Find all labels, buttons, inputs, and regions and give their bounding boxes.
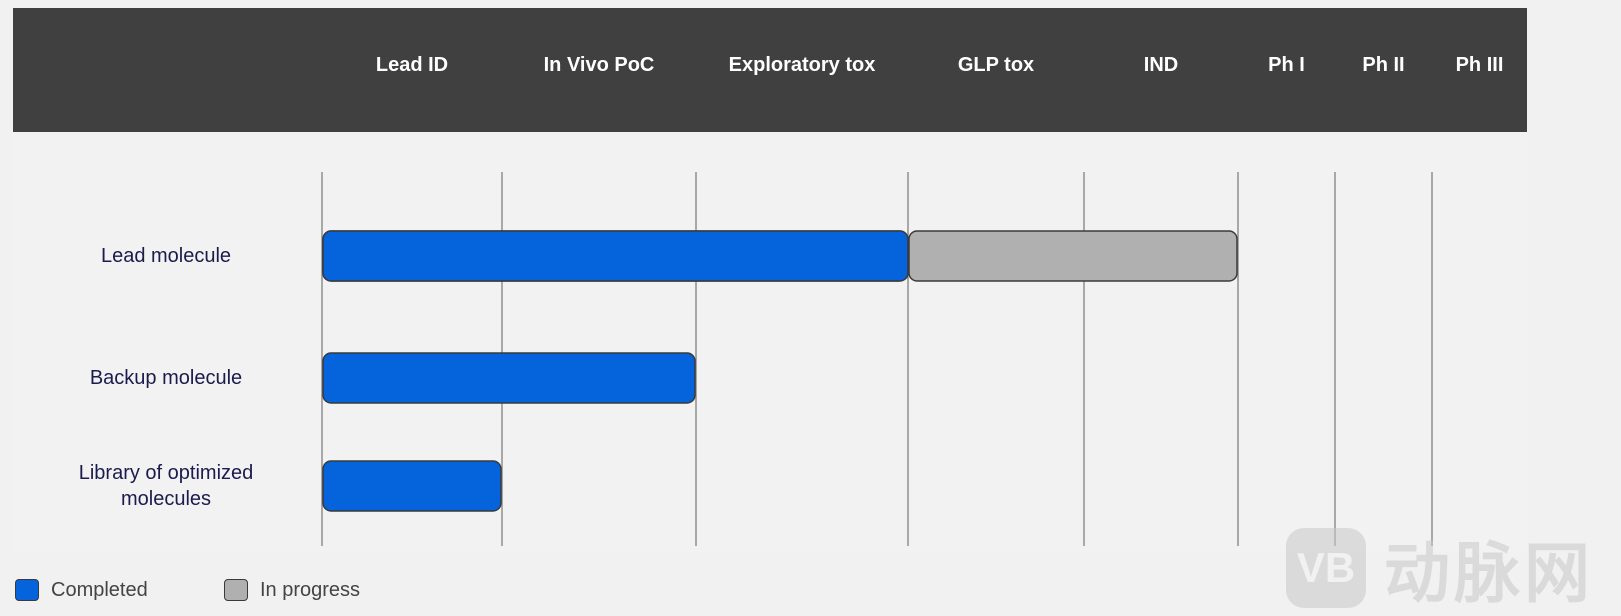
legend-swatch — [224, 579, 248, 601]
phase-label: Exploratory tox — [728, 54, 876, 76]
chart-area — [13, 132, 1527, 552]
phase-label: Ph II — [1362, 54, 1405, 76]
watermark-text: 动脉网 — [1384, 536, 1594, 610]
row-label: Lead molecule — [100, 245, 232, 267]
legend-item: Completed — [15, 576, 148, 604]
phase-header — [13, 8, 1527, 132]
bar-in-progress — [908, 230, 1238, 282]
bar-completed — [322, 460, 502, 512]
phase-label: Ph I — [1268, 54, 1305, 76]
row-label: Library of optimized molecules — [78, 462, 254, 510]
phase-label: IND — [1143, 54, 1179, 76]
legend-item: In progress — [224, 576, 360, 604]
legend-label: In progress — [260, 578, 361, 601]
bar-completed — [322, 352, 696, 404]
row-label: Backup molecule — [89, 367, 243, 389]
phase-label: In Vivo PoC — [543, 54, 655, 76]
phase-label: Ph III — [1455, 54, 1504, 76]
legend-label: Completed — [51, 578, 148, 601]
vb-logo-icon: VB — [1286, 528, 1366, 608]
bar-completed-overlay — [322, 230, 909, 282]
legend-swatch — [15, 579, 39, 601]
phase-label: Lead ID — [375, 54, 449, 76]
watermark: VB 动脉网 — [1286, 524, 1616, 612]
phase-label: GLP tox — [957, 54, 1035, 76]
